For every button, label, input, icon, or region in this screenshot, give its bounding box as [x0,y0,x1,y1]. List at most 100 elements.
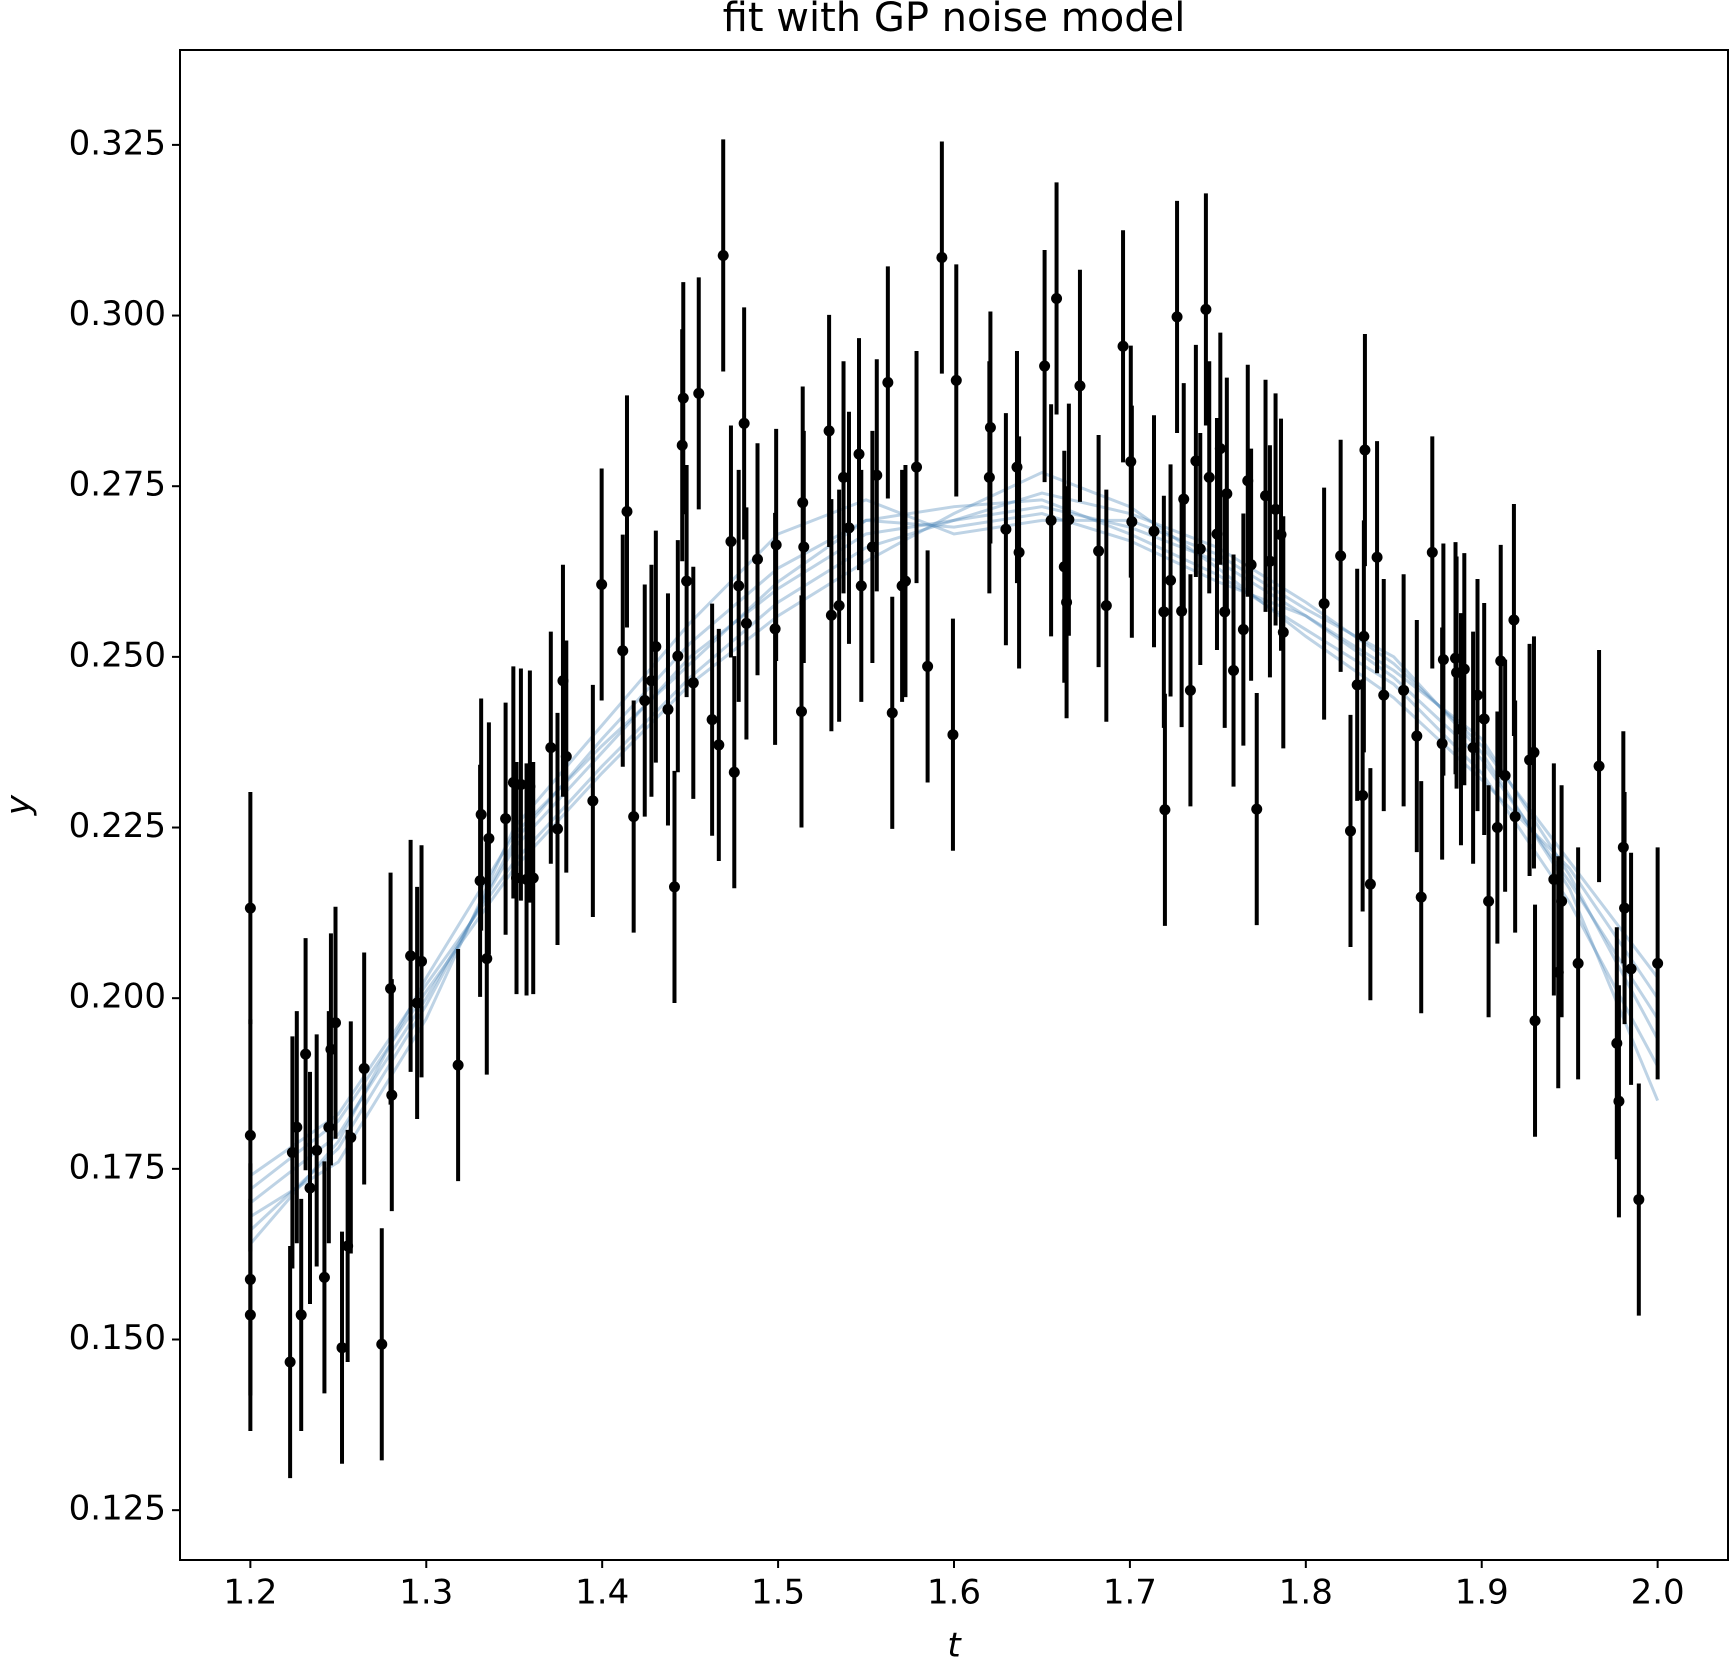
data-point [681,575,693,587]
data-point [1613,1095,1625,1107]
data-point [1245,559,1257,571]
data-point [1483,895,1495,907]
data-point [1495,655,1507,667]
data-point [1058,561,1070,573]
data-point [984,422,996,433]
data-point [1378,689,1390,701]
data-point [1061,596,1073,608]
data-point [1264,555,1276,567]
data-point [1593,760,1605,772]
data-point [311,1144,323,1156]
data-point [1351,679,1363,691]
data-point [500,813,512,825]
data-point [1184,684,1196,696]
data-point [474,875,486,887]
data-point [795,705,807,717]
data-point [1194,543,1206,555]
data-point [947,729,959,741]
data-point [244,1129,256,1141]
x-tick-label: 1.9 [1455,1573,1509,1613]
data-point [838,471,850,483]
x-axis-label: t [947,1626,962,1666]
data-point [617,645,629,657]
data-point [1619,902,1631,914]
data-point [511,872,523,884]
data-point [1011,461,1023,473]
data-point [639,695,651,707]
data-point [1411,730,1423,742]
data-point [411,997,423,1009]
data-point [325,1043,337,1055]
data-point [1171,311,1183,323]
data-point [244,902,256,914]
data-point [1051,292,1063,304]
x-tick-label: 1.6 [927,1573,981,1613]
data-point [1415,891,1427,903]
data-point [770,539,782,551]
x-tick-label: 2.0 [1631,1573,1685,1613]
data-point [1499,770,1511,782]
data-point [1165,574,1177,586]
x-tick-label: 1.2 [223,1573,277,1613]
data-point [1214,443,1226,455]
data-point [645,675,657,687]
data-point [1548,873,1560,885]
data-point [733,580,745,592]
data-point [1074,380,1086,392]
data-point [650,641,662,653]
x-tick-label: 1.4 [575,1573,629,1613]
data-point [725,536,737,548]
chart-title: fit with GP noise model [723,0,1186,41]
data-point [899,575,911,587]
sample-curve [249,505,1659,1205]
data-point [1176,605,1188,617]
data-point [1436,738,1448,750]
data-point [717,249,729,261]
data-point [823,425,835,437]
data-point [1000,523,1012,535]
data-point [557,675,569,687]
data-point [740,617,752,629]
data-point [1358,630,1370,642]
data-point [871,469,883,481]
data-point [545,742,557,754]
data-point [1556,895,1568,907]
data-point [1039,360,1051,372]
data-point [284,1356,296,1368]
y-tick-label: 0.300 [69,294,166,334]
data-point [1190,455,1202,467]
data-point [1617,841,1629,853]
data-point [936,252,948,264]
data-point [515,779,527,791]
data-point [672,650,684,662]
data-point [560,751,572,763]
data-point [706,714,718,726]
data-point [291,1121,303,1133]
data-point [1260,490,1272,502]
data-point [1426,546,1438,558]
data-point [587,795,599,807]
data-point [1063,514,1075,526]
data-point [1344,825,1356,837]
x-tick-label: 1.7 [1103,1573,1157,1613]
data-point [1093,545,1105,557]
data-point [1625,963,1637,975]
data-point [693,387,705,399]
data-point [1013,546,1025,558]
data-point [1277,626,1289,638]
data-point [1148,525,1160,537]
data-point [336,1342,348,1354]
data-point [330,1017,342,1029]
data-point [882,376,894,388]
y-tick-label: 0.225 [69,806,166,846]
y-tick-label: 0.200 [69,977,166,1017]
data-point [886,707,898,719]
data-point [738,417,750,429]
y-tick-label: 0.250 [69,635,166,675]
data-point [286,1146,298,1158]
data-point [1178,493,1190,505]
data-point [1318,598,1330,610]
data-point [304,1182,316,1194]
